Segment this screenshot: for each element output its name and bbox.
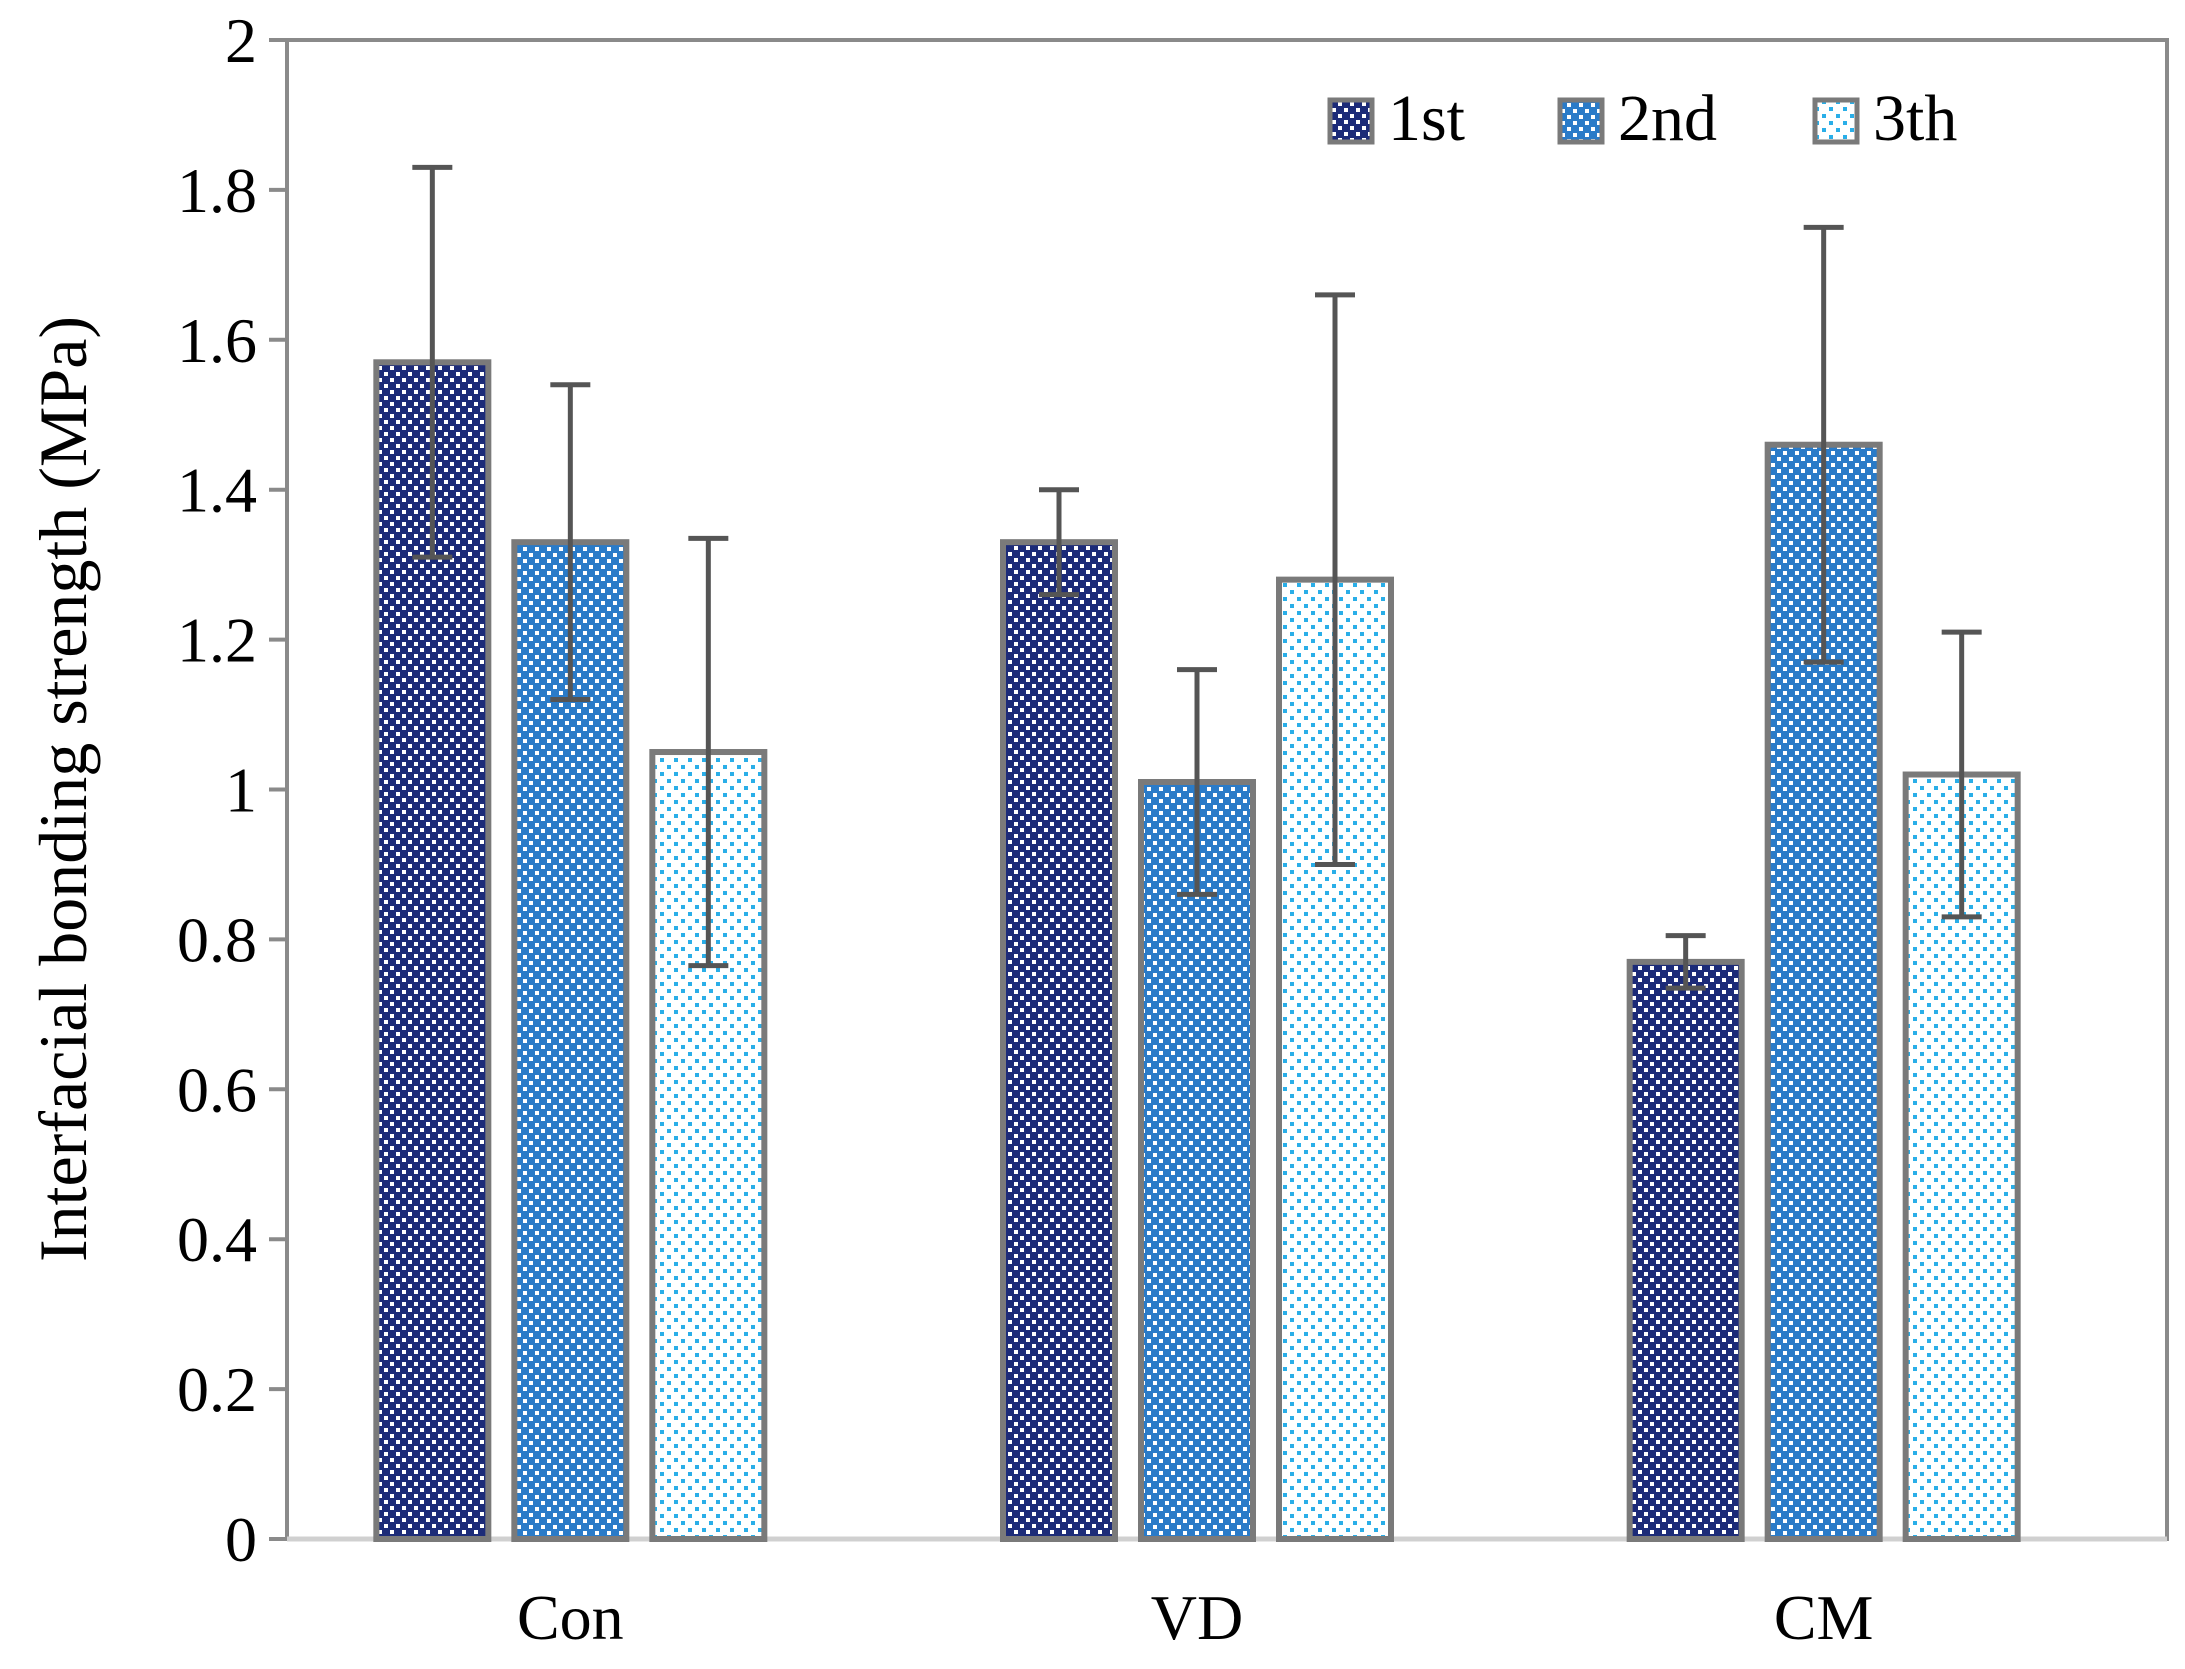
x-axis: Con VD CM xyxy=(287,1536,2167,1653)
error-bar-1st-Con xyxy=(412,164,453,560)
error-bar-3th-CM xyxy=(1941,629,1982,920)
y-axis-title: Interfacial bonding strength (MPa) xyxy=(25,316,101,1262)
legend-swatch-2nd xyxy=(1557,97,1605,145)
error-bar-2nd-VD xyxy=(1177,667,1217,897)
y-tick-label: 1 xyxy=(225,755,257,826)
bar-1st-VD xyxy=(1000,539,1118,1542)
x-tick-label: VD xyxy=(1151,1582,1243,1653)
error-bar-1st-CM xyxy=(1665,933,1706,991)
error-bar-1st-VD xyxy=(1039,487,1079,598)
legend-label-1st: 1st xyxy=(1388,82,1465,155)
y-tick-label: 1.8 xyxy=(177,155,257,226)
y-tick-label: 0.6 xyxy=(177,1054,257,1125)
bar-2nd-VD xyxy=(1138,779,1256,1542)
error-bar-2nd-CM xyxy=(1803,224,1844,665)
bar-3th-CM xyxy=(1902,771,2021,1542)
legend-swatch-3th xyxy=(1812,97,1860,145)
y-tick-label: 0.4 xyxy=(177,1204,257,1275)
error-bar-2nd-Con xyxy=(550,382,591,703)
bar-2nd-Con xyxy=(511,539,630,1542)
bar-1st-CM xyxy=(1626,958,1745,1542)
legend-label-3th: 3th xyxy=(1873,82,1957,155)
bars-group xyxy=(373,359,2021,1543)
x-tick-label: Con xyxy=(517,1582,624,1653)
y-tick-label: 2 xyxy=(225,5,257,76)
y-tick-label: 1.4 xyxy=(177,455,257,526)
error-bar-3th-Con xyxy=(688,535,729,969)
legend: 1st 2nd 3th xyxy=(1327,82,1957,155)
y-tick-label: 0 xyxy=(225,1504,257,1575)
y-tick-label: 1.6 xyxy=(177,305,257,376)
legend-label-2nd: 2nd xyxy=(1618,82,1717,155)
x-tick-label: CM xyxy=(1774,1582,1874,1653)
legend-swatch-1st xyxy=(1327,97,1375,145)
y-axis: 0 0.2 0.4 0.6 0.8 1 1.2 1.4 1.6 1.8 2 xyxy=(177,5,289,1575)
error-bars-group xyxy=(412,164,1982,991)
y-tick-label: 1.2 xyxy=(177,605,257,676)
error-bar-3th-VD xyxy=(1315,292,1355,867)
y-tick-label: 0.8 xyxy=(177,904,257,975)
y-tick-label: 0.2 xyxy=(177,1354,257,1425)
